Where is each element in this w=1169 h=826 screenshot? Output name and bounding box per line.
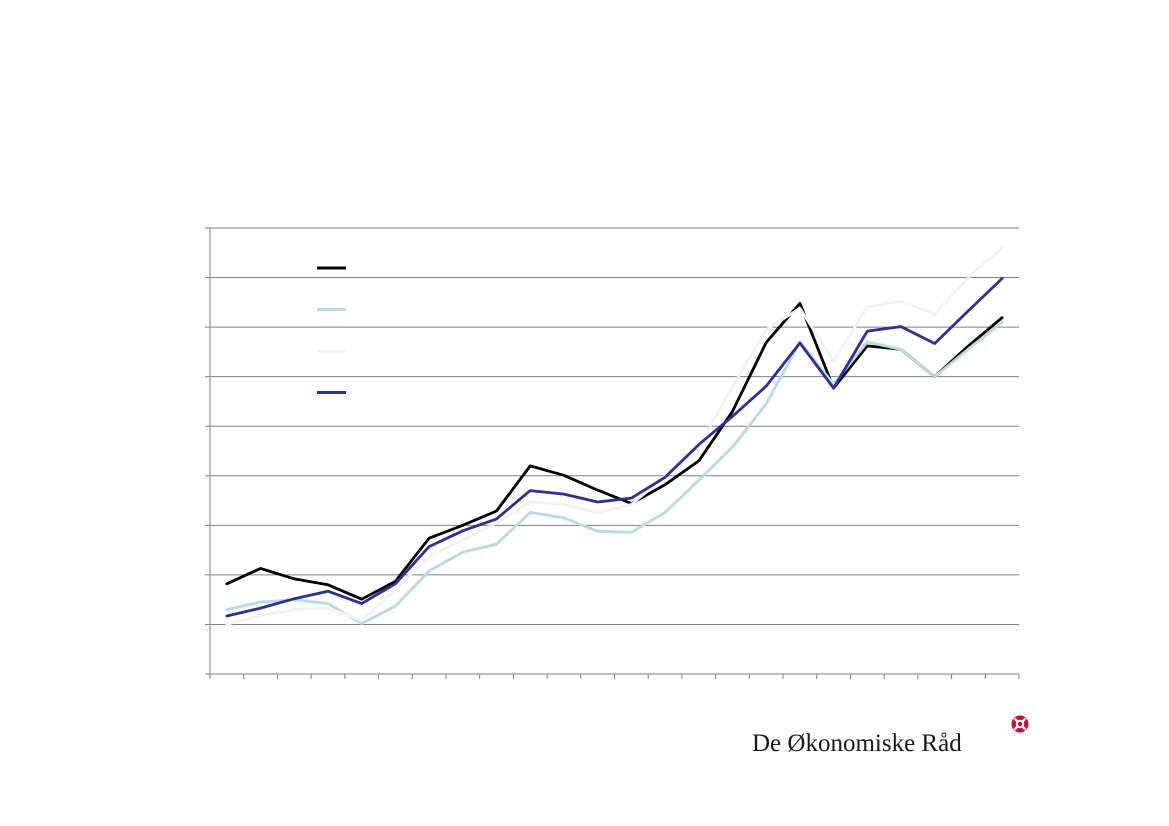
plot-area <box>205 227 1020 679</box>
gridlines <box>210 227 1019 625</box>
series-line-2 <box>225 320 1004 625</box>
red-circle-cross-icon <box>1011 715 1029 733</box>
series-lines <box>225 246 1004 626</box>
axes <box>205 227 1020 679</box>
series-line-3 <box>225 246 1004 626</box>
series-line-4 <box>225 277 1004 618</box>
legend <box>317 266 346 394</box>
series-line-1 <box>225 301 1004 601</box>
brand-name: De Økonomiske Råd <box>752 730 962 757</box>
